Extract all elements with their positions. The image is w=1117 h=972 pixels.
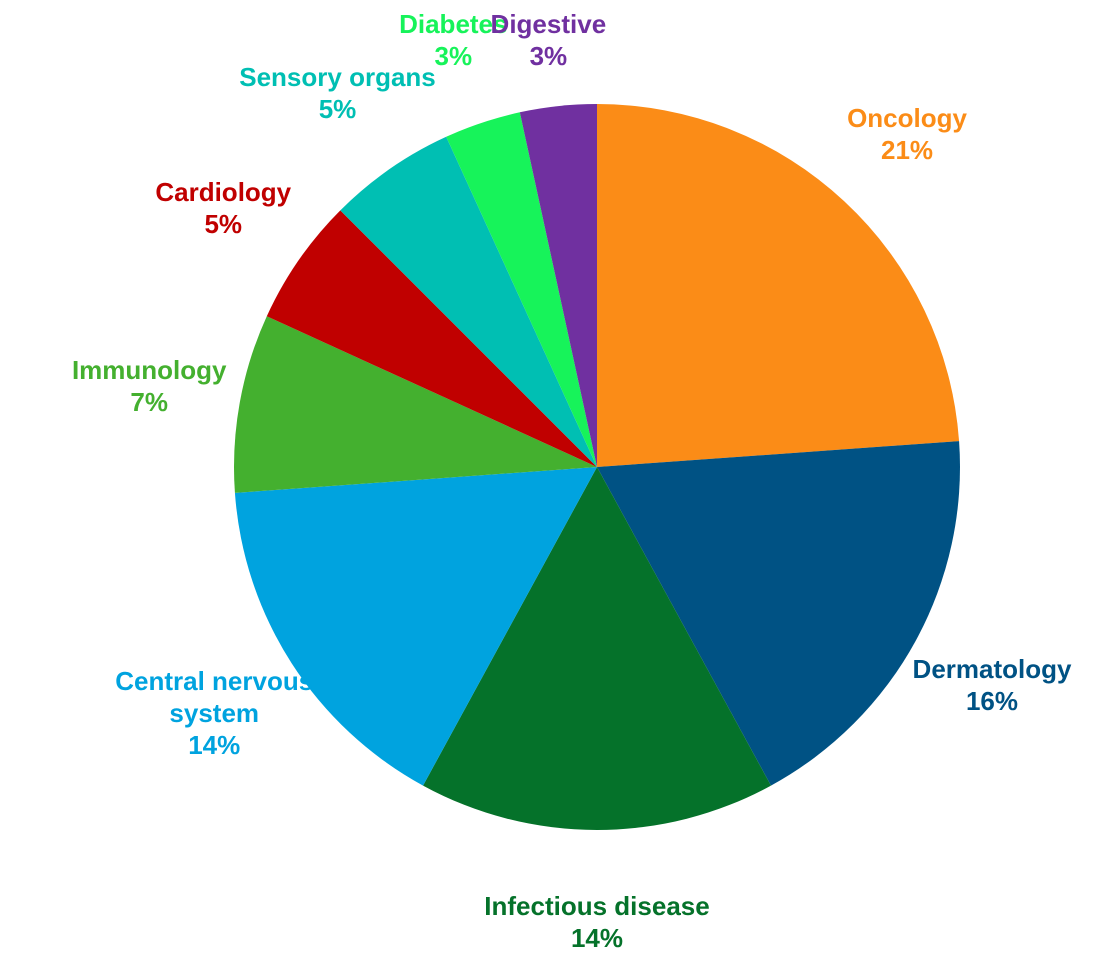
pie-slice — [234, 316, 597, 493]
category-label: Digestive — [490, 9, 607, 39]
data-label: Immunology 7% — [72, 354, 227, 418]
data-label: Cardiology 5% — [155, 176, 291, 240]
pie-slice — [519, 104, 597, 467]
value-label: 5% — [204, 208, 243, 239]
value-label: 21% — [881, 134, 934, 165]
value-label: 16% — [965, 686, 1019, 717]
pie-slice — [446, 112, 597, 467]
value-label: 5% — [318, 94, 357, 125]
category-label: Infectious disease — [484, 891, 710, 921]
value-label: 14% — [570, 923, 624, 953]
data-label: Oncology 21% — [847, 102, 967, 166]
category-label: Dermatology — [912, 654, 1072, 685]
data-label: Digestive 3% — [491, 8, 607, 72]
pie-slice — [340, 136, 597, 467]
pie-slice — [597, 104, 960, 467]
pie-slice — [234, 467, 598, 786]
category-label: Immunology — [71, 355, 227, 386]
category-label: Diabetes — [399, 9, 508, 39]
value-label: 7% — [130, 387, 168, 418]
data-label: Sensory organs 5% — [239, 61, 436, 125]
data-label: Infectious disease 14% — [484, 890, 709, 954]
category-label: Central nervous system — [115, 665, 314, 728]
pie-slice — [597, 441, 960, 786]
data-label: Dermatology 16% — [913, 653, 1072, 717]
pie-slice — [266, 210, 597, 467]
category-label: Sensory organs — [239, 62, 436, 93]
data-label: Central nervous system 14% — [94, 665, 334, 761]
pie-slice — [423, 467, 771, 831]
value-label: 14% — [188, 729, 241, 760]
value-label: 3% — [434, 41, 473, 71]
value-label: 3% — [529, 41, 568, 71]
category-label: Cardiology — [155, 176, 292, 207]
category-label: Oncology — [847, 102, 967, 133]
data-label: Diabetes 3% — [399, 8, 507, 72]
